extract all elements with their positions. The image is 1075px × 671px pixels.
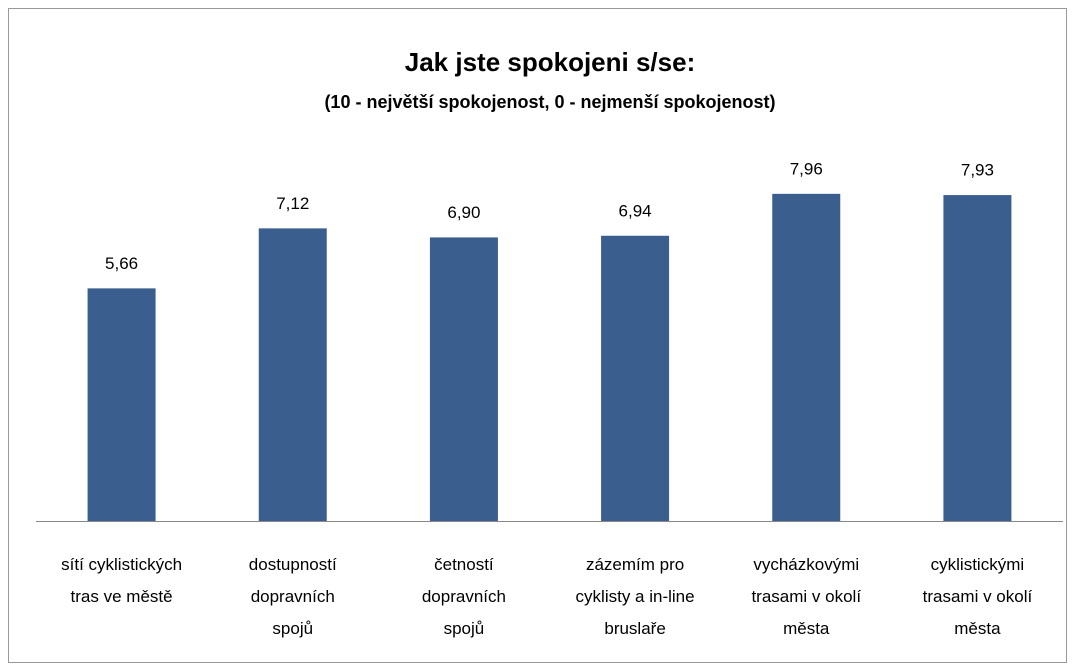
bar: [87, 288, 156, 521]
value-label: 6,94: [619, 201, 652, 220]
bar: [772, 193, 841, 521]
value-label: 5,66: [105, 254, 138, 273]
value-label: 7,12: [276, 194, 309, 213]
x-tick-label: sítí cyklistických tras ve městě: [61, 555, 183, 606]
value-label: 7,93: [961, 161, 994, 180]
bar: [429, 237, 498, 521]
x-tick-label: vycházkovými trasami v okolí města: [751, 555, 862, 638]
bar: [601, 235, 670, 522]
chart-subtitle: (10 - největší spokojenost, 0 - nejmenší…: [324, 92, 775, 112]
x-tick-label: zázemím pro cyklisty a in-line bruslaře: [575, 555, 695, 638]
chart-title: Jak jste spokojeni s/se:: [405, 47, 695, 77]
x-tick-label: cyklistickými trasami v okolí města: [922, 555, 1033, 638]
bar: [258, 228, 327, 522]
x-tick-label: četností dopravních spojů: [421, 555, 506, 638]
value-label: 7,96: [790, 159, 823, 178]
value-label: 6,90: [447, 203, 480, 222]
bar: [943, 195, 1012, 521]
x-tick-label: dostupností dopravních spojů: [248, 555, 337, 638]
chart-frame: [8, 8, 1067, 663]
